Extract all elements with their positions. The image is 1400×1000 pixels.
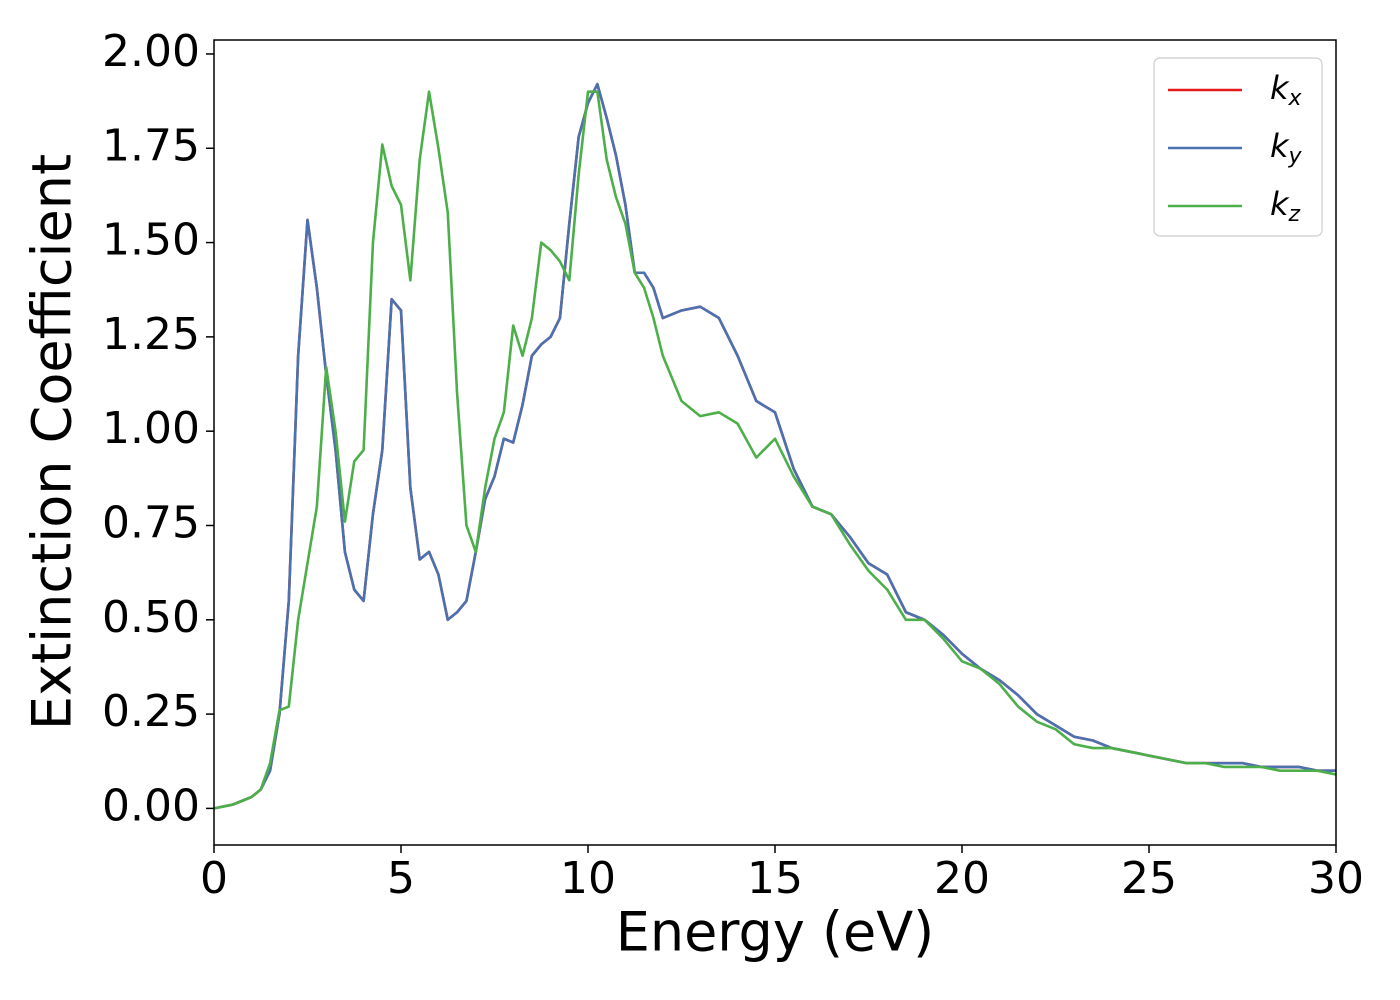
x-tick-label: 0 [200,853,228,904]
y-tick-label: 0.50 [102,592,200,643]
x-tick-label: 15 [747,853,803,904]
legend-label: ky [1270,127,1303,169]
x-axis-label: Energy (eV) [616,901,935,964]
y-tick-label: 1.25 [102,309,200,360]
x-tick-label: 5 [387,853,415,904]
x-tick-label: 25 [1121,853,1177,904]
plot-frame [213,39,1337,846]
x-tick-label: 30 [1308,853,1364,904]
y-tick-label: 1.50 [102,215,200,266]
x-tick-label: 10 [560,853,616,904]
legend-label: kz [1270,185,1301,227]
data-line [214,90,1336,810]
y-tick-label: 1.75 [102,120,200,171]
y-tick-label: 0.75 [102,497,200,548]
y-tick-label: 0.25 [102,686,200,737]
y-axis-label: Extinction Coefficient [21,154,84,730]
x-tick-label: 20 [934,853,990,904]
y-tick-label: 1.00 [102,403,200,454]
y-tick-label: 0.00 [102,780,200,831]
legend-label: kx [1270,69,1303,111]
data-line [214,82,1336,810]
y-tick-label: 2.00 [102,26,200,77]
